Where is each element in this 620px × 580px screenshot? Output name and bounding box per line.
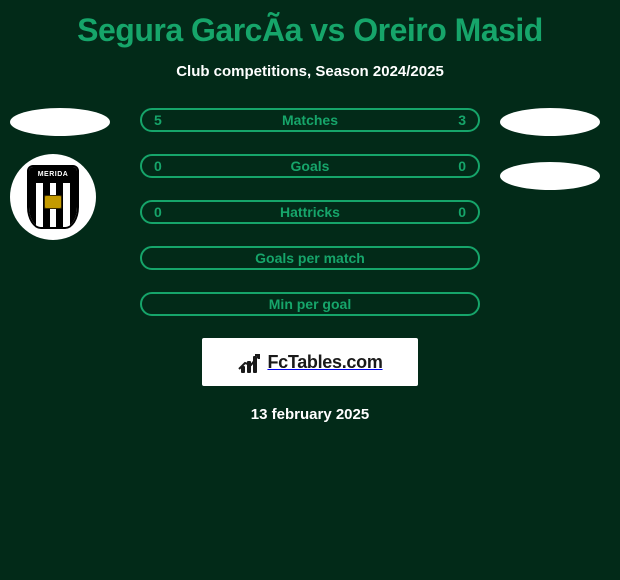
stat-label: Matches	[282, 112, 338, 128]
club-left-badge: MERIDA	[10, 154, 96, 240]
left-player-column: MERIDA	[10, 108, 110, 240]
stat-right-value: 0	[458, 158, 466, 174]
club-right-placeholder	[500, 162, 600, 190]
stat-right-value: 3	[458, 112, 466, 128]
club-left-shield: MERIDA	[27, 165, 79, 229]
trend-line-icon	[237, 351, 263, 373]
stat-label: Min per goal	[269, 296, 351, 312]
player-left-silhouette	[10, 108, 110, 136]
stat-right-value: 0	[458, 204, 466, 220]
stat-left-value: 5	[154, 112, 162, 128]
page-title: Segura GarcÃ­a vs Oreiro Masid	[0, 0, 620, 49]
stat-pill: Goals per match	[140, 246, 480, 270]
player-right-silhouette	[500, 108, 600, 136]
stat-left-value: 0	[154, 158, 162, 174]
stat-pill: 0 Hattricks 0	[140, 200, 480, 224]
brand-text: FcTables.com	[267, 352, 382, 373]
stat-left-value: 0	[154, 204, 162, 220]
snapshot-date: 13 february 2025	[0, 406, 620, 423]
stat-pill: 0 Goals 0	[140, 154, 480, 178]
right-player-column	[500, 108, 600, 190]
club-left-emblem	[44, 195, 62, 209]
bar-chart-icon	[237, 351, 263, 373]
comparison-grid: MERIDA 5 Matches 3 0 Goals 0 0 Hattrick	[0, 108, 620, 316]
stat-pill: 5 Matches 3	[140, 108, 480, 132]
brand-link[interactable]: FcTables.com	[202, 338, 418, 386]
stat-pill: Min per goal	[140, 292, 480, 316]
stat-row-mpg: Min per goal	[0, 292, 620, 316]
subtitle: Club competitions, Season 2024/2025	[0, 63, 620, 80]
stat-label: Hattricks	[280, 204, 340, 220]
stat-label: Goals	[291, 158, 330, 174]
club-left-name: MERIDA	[29, 167, 77, 183]
stat-row-gpm: Goals per match	[0, 246, 620, 270]
stat-label: Goals per match	[255, 250, 365, 266]
